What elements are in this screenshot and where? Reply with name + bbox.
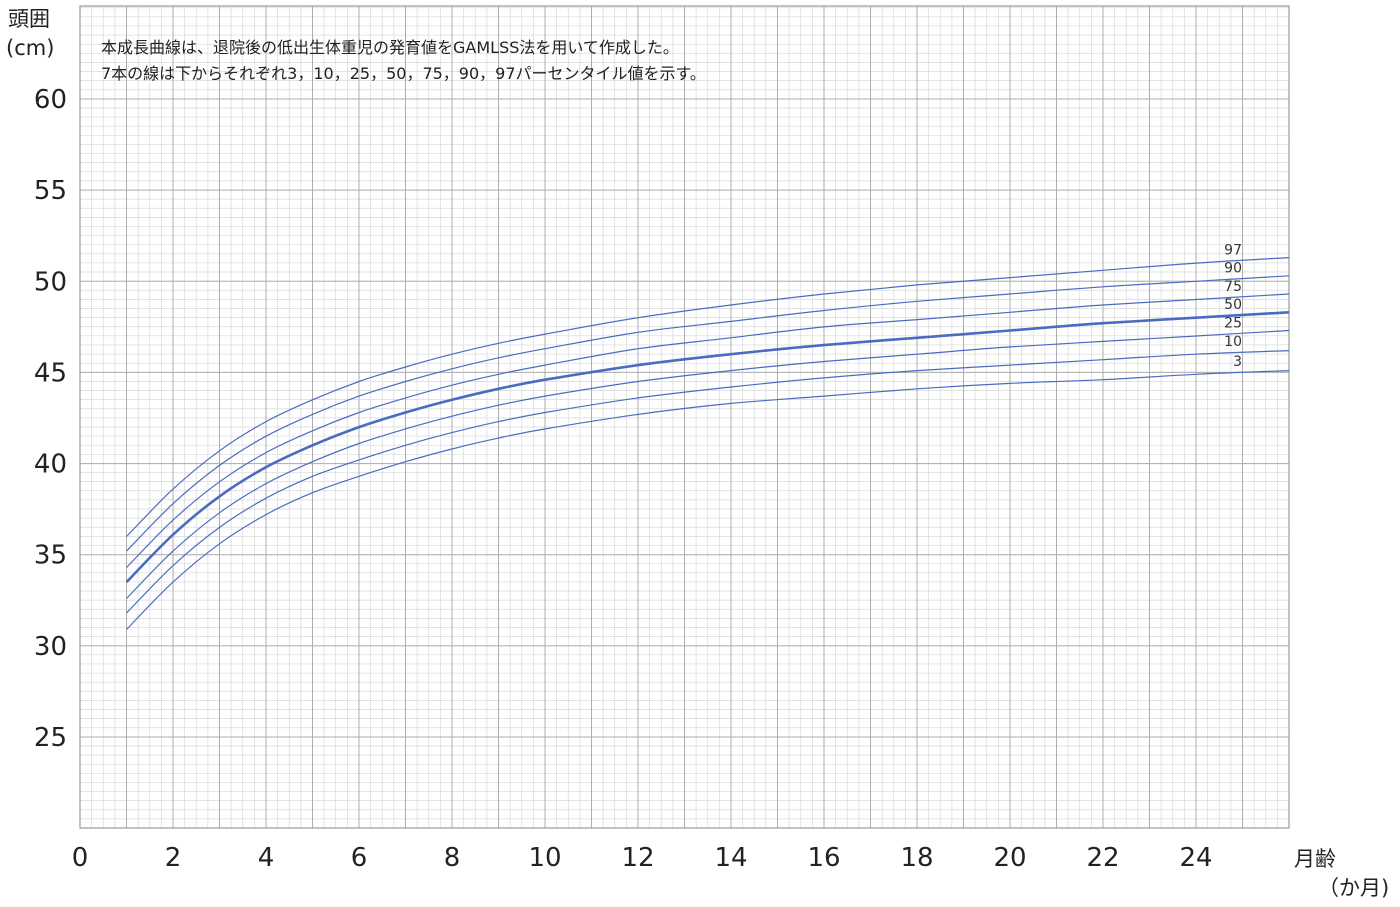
x-tick-label: 8 [444,843,461,873]
x-tick-label: 20 [993,843,1026,873]
chart-note-line-2: 7本の線は下からそれぞれ3，10，25，50，75，90，97パーセンタイル値を… [101,64,706,83]
percentile-label-p97: 97 [1224,242,1242,258]
y-tick-label: 30 [34,632,67,662]
x-tick-label: 2 [165,843,182,873]
x-tick-label: 16 [807,843,840,873]
percentile-curve-p10 [126,350,1290,614]
y-tick-label: 25 [34,723,67,753]
percentile-curves [125,257,1290,630]
y-tick-label: 50 [34,267,67,297]
percentile-curve-p97 [126,257,1290,537]
x-tick-label: 14 [714,843,747,873]
x-tick-label: 24 [1179,843,1212,873]
percentile-label-p50: 50 [1224,297,1242,313]
y-tick-label: 60 [34,85,67,115]
x-tick-label: 18 [900,843,933,873]
percentile-curve-p90 [126,275,1290,552]
x-tick-label: 12 [621,843,654,873]
chart-note-line-1: 本成長曲線は、退院後の低出生体重児の発育値をGAMLSS法を用いて作成した。 [101,38,679,57]
x-axis-label: 月齢 [1294,847,1336,871]
x-tick-label: 4 [258,843,275,873]
percentile-label-p25: 25 [1224,315,1242,331]
y-tick-label: 55 [34,176,67,206]
percentile-curve-p75 [126,293,1290,568]
y-tick-label: 35 [34,541,67,571]
percentile-label-p3: 3 [1233,354,1242,370]
y-tick-label: 40 [34,450,67,480]
percentile-curve-p50 [125,311,1290,584]
percentile-label-p90: 90 [1224,261,1242,277]
y-tick-label: 45 [34,358,67,388]
percentile-labels: 3 10 25 50 75 90 97 [1224,242,1242,370]
major-grid [80,6,1289,828]
x-tick-label: 22 [1086,843,1119,873]
x-tick-labels: 0 2 4 6 8 10 12 14 16 18 20 22 24 [72,843,1213,873]
percentile-curve-p3 [126,370,1290,630]
x-tick-label: 0 [72,843,89,873]
percentile-label-p75: 75 [1224,279,1242,295]
percentile-curve-p25 [126,329,1290,599]
y-axis-unit: (cm) [6,36,54,60]
x-tick-label: 6 [351,843,368,873]
x-axis-unit: （か月) [1318,876,1389,900]
y-axis-label: 頭囲 [8,7,50,31]
y-tick-labels: 25 30 35 40 45 50 55 60 [34,85,67,753]
x-tick-label: 10 [528,843,561,873]
percentile-label-p10: 10 [1224,334,1242,350]
plot-frame [79,5,1290,829]
